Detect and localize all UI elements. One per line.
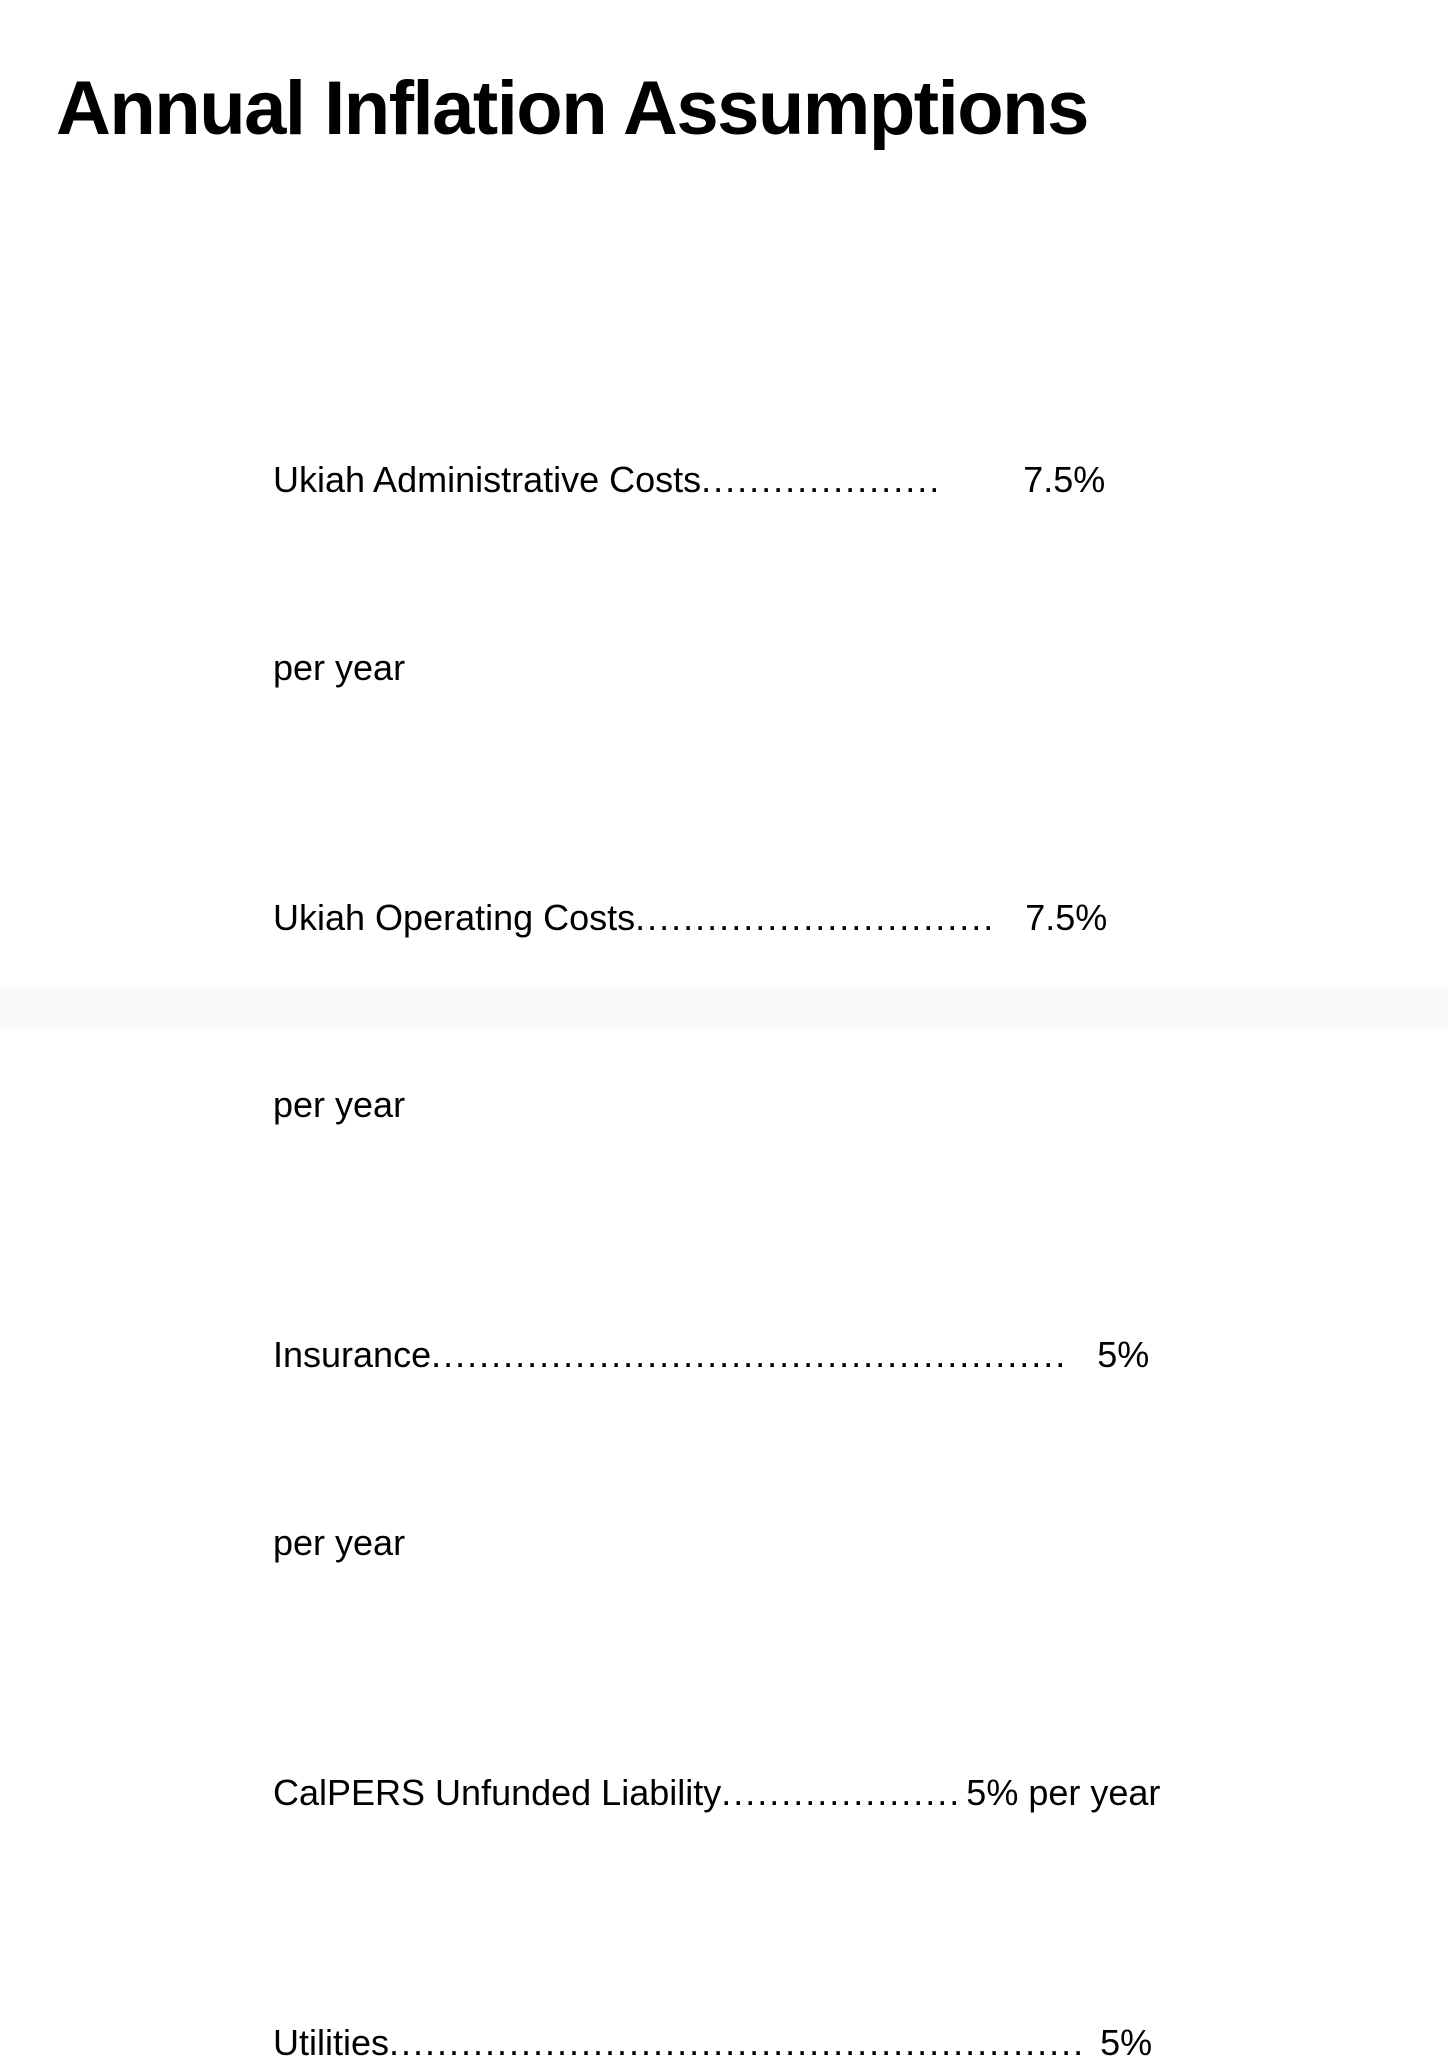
dot-leader: ........................................… (431, 1334, 1067, 1375)
assumption-label: Ukiah Administrative Costs (273, 459, 701, 500)
assumption-rate: 5% per year (966, 1762, 1160, 1825)
dot-leader: .................... (701, 459, 941, 500)
assumption-rate: 7.5% (1023, 449, 1105, 512)
assumption-label: CalPERS Unfunded Liability (273, 1772, 721, 1813)
assumption-unit-line: per year (273, 637, 1273, 700)
assumption-line-utilities: Utilities...............................… (273, 2012, 1273, 2056)
dot-leader: .............................. (635, 897, 995, 938)
assumption-label: Insurance (273, 1334, 431, 1375)
assumption-label: Utilities (273, 2022, 389, 2056)
assumption-line-insurance: Insurance...............................… (273, 1324, 1273, 1387)
dot-leader: ........................................… (389, 2022, 1085, 2056)
dot-leader: .................... (721, 1772, 961, 1813)
assumption-rate: 5% (1097, 1324, 1149, 1387)
slide-canvas: Annual Inflation Assumptions Ukiah Admin… (0, 0, 1448, 1028)
assumption-rate: 5% (1100, 2012, 1152, 2056)
assumption-line-ukiah-admin: Ukiah Administrative Costs..............… (273, 449, 1273, 512)
assumption-rate: 7.5% (1025, 887, 1107, 950)
assumption-line-calpers: CalPERS Unfunded Liability..............… (273, 1762, 1273, 1825)
slide-title: Annual Inflation Assumptions (56, 69, 1088, 149)
assumption-label: Ukiah Operating Costs (273, 897, 635, 938)
assumption-unit-line: per year (273, 1512, 1273, 1575)
assumptions-text-block: Ukiah Administrative Costs..............… (273, 324, 1273, 2056)
assumption-line-ukiah-operating: Ukiah Operating Costs...................… (273, 887, 1273, 950)
assumption-unit-line: per year (273, 1074, 1273, 1137)
